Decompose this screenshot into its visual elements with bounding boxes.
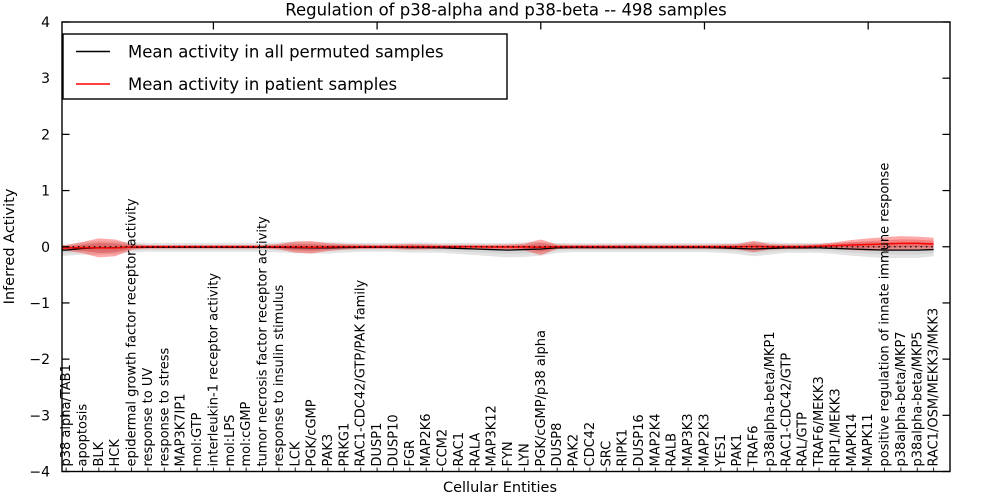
chart-title: Regulation of p38-alpha and p38-beta -- …: [285, 1, 727, 20]
x-tick-label: RAC1: [452, 432, 467, 467]
x-tick-label: TRAF6/MEKK3: [812, 376, 827, 467]
x-tick-label: MAP2K3: [697, 413, 712, 466]
x-tick-label: RALB: [665, 433, 680, 467]
x-tick-label: MAP3K3: [681, 413, 696, 466]
x-tick-label: HCK: [108, 439, 123, 467]
y-tick-label: 3: [41, 71, 50, 87]
x-tick-label: BLK: [92, 441, 107, 466]
x-tick-label: MAPK11: [861, 413, 876, 466]
x-tick-label: DUSP1: [370, 423, 385, 467]
x-tick-label: p38alpha-beta/MKP1: [763, 331, 778, 466]
x-tick-label: CCM2: [436, 429, 451, 467]
x-tick-label: RAL/GTP: [796, 412, 811, 467]
x-tick-label: FYN: [501, 441, 516, 466]
y-tick-label: 4: [41, 15, 50, 31]
y-tick-label: 1: [41, 184, 50, 200]
y-tick-label: −4: [29, 465, 50, 481]
x-tick-label: PAK1: [730, 434, 745, 467]
legend-label-permuted: Mean activity in all permuted samples: [128, 43, 444, 62]
x-tick-label: DUSP8: [550, 423, 565, 467]
legend: Mean activity in all permuted samples Me…: [62, 33, 508, 100]
x-tick-label: RIP1/MEKK3: [828, 388, 843, 466]
x-tick-label: SRC: [599, 441, 614, 467]
x-tick-label: response to insulin stimulus: [272, 284, 287, 466]
x-axis-title: Cellular Entities: [443, 480, 557, 496]
x-tick-label: p38alpha-beta/MKP5: [910, 331, 925, 466]
x-tick-label: RALA: [468, 433, 483, 467]
x-tick-label: PGK/cGMP/p38 alpha: [534, 330, 549, 466]
x-tick-label: interleukin-1 receptor activity: [206, 273, 221, 467]
series-lines: [62, 242, 934, 251]
x-tick-label: DUSP10: [386, 414, 401, 466]
x-tick-label: RIPK1: [616, 429, 631, 467]
x-tick-label: MAP2K4: [648, 413, 663, 466]
x-tick-label: FGR: [403, 440, 418, 467]
x-tick-label: p38 alpha/TAB1: [59, 364, 74, 466]
x-tick-label: DUSP16: [632, 414, 647, 466]
x-tick-label: p38alpha-beta/MKP7: [894, 331, 909, 466]
x-tick-label: tumor necrosis factor receptor activity: [256, 216, 271, 467]
x-tick-label: LCK: [288, 441, 303, 466]
y-axis-title: Inferred Activity: [2, 188, 18, 304]
x-tick-label: PAK2: [567, 434, 582, 467]
plot-border: [61, 21, 951, 473]
x-tick-label: YES1: [714, 434, 729, 468]
x-tick-label: response to UV: [141, 368, 156, 467]
x-tick-label: positive regulation of innate immune res…: [878, 163, 893, 467]
x-tick-label: mol:cGMP: [239, 401, 254, 466]
y-tick-label: −3: [29, 408, 50, 424]
x-tick-label: TRAF6: [747, 425, 762, 467]
x-tick-label: mol:GTP: [190, 412, 205, 466]
x-tick-label: PGK/cGMP: [305, 399, 320, 466]
y-tick-label: 2: [41, 127, 50, 143]
x-tick-label: PRKG1: [337, 423, 352, 467]
x-tick-label: response to stress: [157, 347, 172, 466]
legend-label-patient: Mean activity in patient samples: [128, 75, 397, 94]
x-tick-label: apoptosis: [75, 404, 90, 467]
x-tick-label: PAK3: [321, 434, 336, 467]
x-tick-label: MAP3K12: [485, 405, 500, 466]
axes-ticks: 4 3 2 1 0 −1 −2 −3 −4: [29, 15, 950, 481]
y-tick-label: −1: [29, 296, 50, 312]
x-tick-labels: p38 alpha/TAB1 apoptosis BLK HCK epidermal g…: [59, 163, 942, 468]
x-tick-label: RAC1-CDC42/GTP/PAK family: [354, 279, 369, 466]
x-tick-label: CDC42: [583, 422, 598, 467]
x-tick-label: MAPK14: [845, 413, 860, 466]
x-tick-label: MAP3K7IP1: [174, 394, 189, 467]
y-tick-label: −2: [29, 352, 50, 368]
x-tick-label: RAC1/OSM/MEKK3/MKK3: [927, 308, 942, 467]
x-tick-label: LYN: [517, 443, 532, 466]
x-tick-label: epidermal growth factor receptor activit…: [125, 198, 140, 466]
legend-box: [62, 33, 508, 100]
x-tick-label: mol:LPS: [223, 415, 238, 467]
x-tick-label: MAP2K6: [419, 413, 434, 466]
x-tick-label: RAC1-CDC42/GTP: [779, 353, 794, 467]
y-tick-label: 0: [41, 240, 50, 256]
